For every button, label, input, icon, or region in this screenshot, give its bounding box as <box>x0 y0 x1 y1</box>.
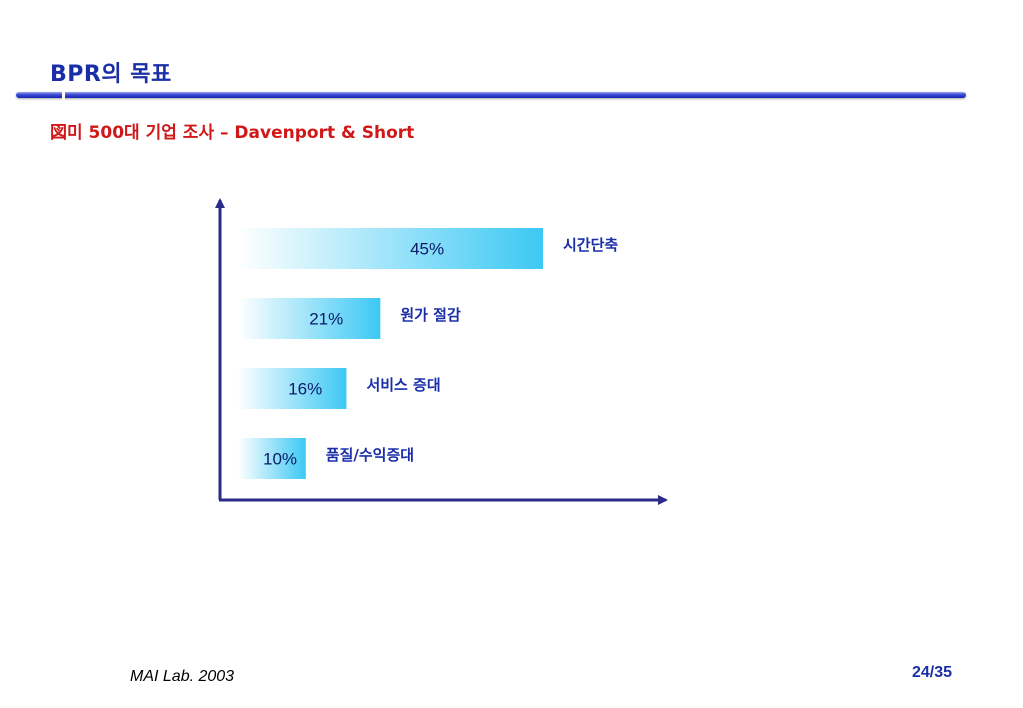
page-number: 24/35 <box>912 664 953 681</box>
title-underline <box>16 92 966 98</box>
bar-4 <box>238 438 306 479</box>
bar-2 <box>238 298 381 339</box>
bar-3 <box>238 368 347 409</box>
bar-1 <box>238 228 543 269</box>
title-underline-notch <box>62 88 65 100</box>
slide-title: BPR의 목표 <box>50 62 172 87</box>
bar-category-label: 원가 절감 <box>400 306 461 324</box>
bar-category-label: 품질/수익증대 <box>326 446 414 464</box>
bar-value-label: 21% <box>309 310 343 329</box>
subtitle-bullet-icon: 図 <box>50 123 67 143</box>
bar-category-label: 서비스 증대 <box>366 376 440 394</box>
bar-category-label: 시간단축 <box>563 236 618 254</box>
bar-value-label: 10% <box>263 450 297 469</box>
bar-value-label: 16% <box>288 380 322 399</box>
slide-subtitle: 図미 500대 기업 조사 – Davenport & Short <box>50 118 414 143</box>
footer-lab-name: MAI Lab. 2003 <box>130 668 235 685</box>
bar-value-label: 45% <box>410 240 444 259</box>
subtitle-text: 미 500대 기업 조사 – Davenport & Short <box>67 123 415 143</box>
